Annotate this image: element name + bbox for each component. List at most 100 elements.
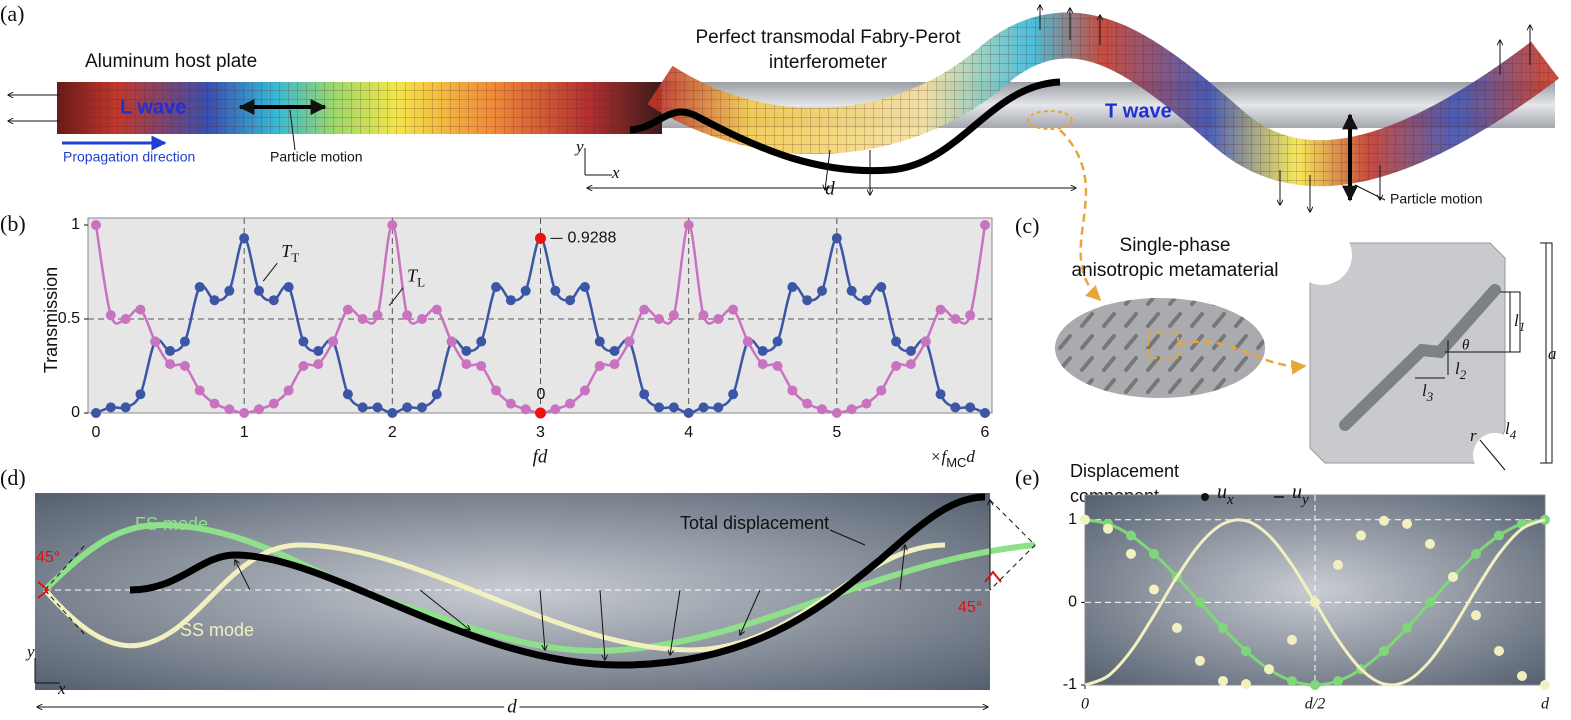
data-point bbox=[446, 336, 457, 347]
angle-marks bbox=[37, 570, 1002, 599]
data-point bbox=[268, 398, 279, 409]
axes-icon bbox=[34, 658, 60, 684]
data-point bbox=[654, 314, 665, 324]
data-point bbox=[668, 310, 679, 321]
data-point bbox=[505, 398, 516, 409]
particle-motion-label: Particle motion bbox=[1390, 191, 1483, 207]
series-name: T bbox=[281, 241, 293, 261]
data-point bbox=[431, 304, 442, 315]
data-point bbox=[668, 402, 679, 413]
data-point bbox=[224, 285, 235, 296]
data-point bbox=[891, 336, 902, 347]
data-point bbox=[520, 285, 531, 296]
data-point bbox=[728, 389, 739, 400]
data-point bbox=[550, 285, 561, 296]
data-point bbox=[1241, 679, 1251, 690]
data-point bbox=[905, 359, 916, 370]
data-point bbox=[757, 345, 768, 356]
data-point bbox=[165, 359, 176, 370]
data-point bbox=[357, 314, 368, 324]
dim-sub: 4 bbox=[1510, 427, 1517, 442]
axes-icon bbox=[584, 148, 612, 176]
data-point bbox=[1287, 675, 1297, 686]
data-point bbox=[920, 336, 931, 347]
data-point bbox=[194, 282, 205, 293]
dim-label: l bbox=[1505, 419, 1510, 438]
data-point bbox=[416, 402, 427, 413]
interferometer-label: interferometer bbox=[769, 52, 888, 73]
data-point bbox=[565, 398, 576, 409]
legend-marker bbox=[1201, 493, 1209, 501]
y-tick-label: 1 bbox=[71, 216, 80, 233]
x-tick-label: 1 bbox=[240, 424, 249, 441]
dim-sub: 1 bbox=[1519, 319, 1526, 334]
data-point bbox=[639, 304, 650, 315]
dim-label: l bbox=[1422, 381, 1427, 400]
data-point bbox=[1172, 622, 1182, 633]
data-point bbox=[772, 361, 783, 371]
data-point bbox=[120, 402, 131, 413]
data-point bbox=[91, 408, 101, 418]
data-point bbox=[594, 361, 605, 371]
data-point bbox=[239, 408, 250, 418]
l-wave-label: L wave bbox=[120, 96, 186, 118]
data-point bbox=[283, 282, 294, 293]
data-point bbox=[817, 285, 828, 296]
size-label: a bbox=[1548, 344, 1557, 363]
data-point bbox=[980, 220, 990, 230]
length-label: d bbox=[825, 178, 835, 199]
data-point bbox=[1517, 670, 1527, 681]
x-tick-label: 0 bbox=[1081, 696, 1089, 713]
data-point bbox=[1149, 548, 1159, 559]
highlight-point bbox=[535, 407, 546, 419]
dim-label: l4 bbox=[1505, 419, 1517, 442]
data-point bbox=[165, 345, 176, 356]
data-point bbox=[402, 402, 413, 413]
data-point bbox=[772, 336, 783, 347]
data-point bbox=[787, 385, 798, 396]
data-point bbox=[461, 359, 472, 370]
unit-sub: MC bbox=[946, 455, 966, 470]
y-tick-label: 0 bbox=[1068, 594, 1077, 611]
length-label: d bbox=[507, 696, 517, 717]
data-point bbox=[846, 285, 857, 296]
y-tick-label: 1 bbox=[1068, 511, 1077, 528]
dim-label: l bbox=[1455, 359, 1460, 378]
zoom-ring bbox=[1027, 110, 1073, 130]
data-point bbox=[476, 336, 487, 347]
data-point bbox=[831, 233, 842, 244]
data-point bbox=[1402, 622, 1412, 633]
legend-name: u bbox=[1292, 481, 1302, 503]
dim-sub: 3 bbox=[1426, 389, 1434, 404]
interferometer-shape bbox=[629, 78, 1061, 175]
particle-motion-label: Particle motion bbox=[270, 149, 363, 165]
data-point bbox=[342, 389, 353, 400]
panel-label: (d) bbox=[0, 465, 26, 490]
data-point bbox=[594, 336, 605, 347]
data-point bbox=[891, 361, 902, 371]
displacement-arrows bbox=[235, 500, 990, 660]
data-point bbox=[1425, 597, 1435, 608]
data-point bbox=[1218, 675, 1228, 686]
data-point bbox=[505, 295, 516, 306]
fs-label: FS mode bbox=[135, 514, 208, 534]
data-point bbox=[1103, 523, 1113, 534]
data-point bbox=[1448, 571, 1458, 582]
x-tick-label: d bbox=[1541, 696, 1550, 713]
data-point bbox=[787, 282, 798, 293]
series-name: T bbox=[407, 266, 419, 286]
data-point bbox=[1425, 538, 1435, 549]
panel-c: (c) Single-phase anisotropic metamateria… bbox=[1015, 213, 1557, 477]
data-point bbox=[520, 404, 531, 415]
data-point bbox=[683, 220, 694, 230]
data-point bbox=[120, 314, 131, 324]
data-point bbox=[194, 385, 205, 396]
ss-label: SS mode bbox=[180, 620, 254, 640]
motion-arrows bbox=[8, 5, 1530, 212]
x-tick-label: 4 bbox=[684, 424, 693, 441]
data-point bbox=[1379, 515, 1389, 526]
data-point bbox=[965, 402, 976, 413]
data-point bbox=[817, 404, 828, 415]
data-point bbox=[135, 389, 146, 400]
